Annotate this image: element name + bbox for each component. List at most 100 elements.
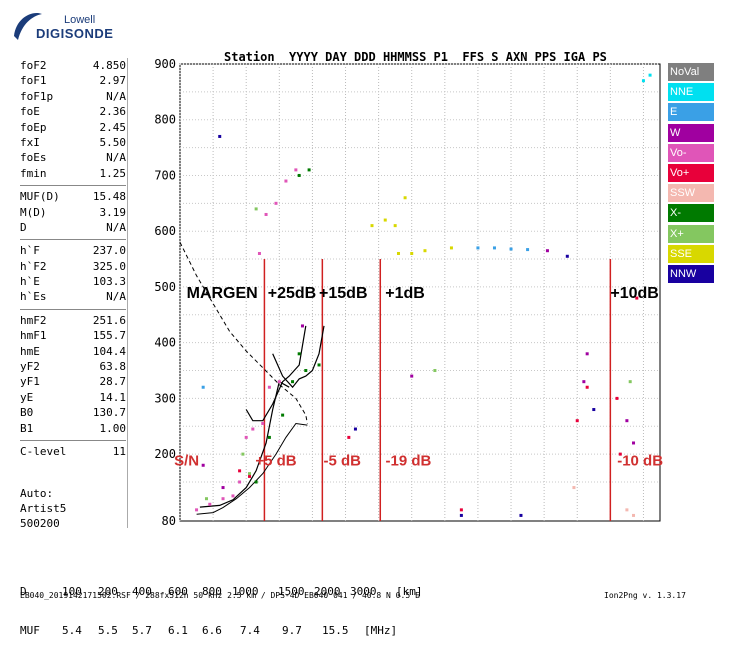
- y-tick-label: 80: [162, 514, 176, 528]
- x-tick-label: 5: [309, 526, 316, 528]
- trace-curve: [245, 325, 307, 422]
- legend-item-vo: Vo+: [668, 163, 714, 182]
- param-row: foEs N/A: [20, 150, 126, 165]
- param-name: M(D): [20, 205, 47, 219]
- echo-point-e: [492, 246, 496, 250]
- param-name: yF2: [20, 360, 40, 374]
- param-row: h`Es N/A: [20, 289, 126, 304]
- param-name: foE: [20, 105, 40, 119]
- param-value: 1.00: [99, 421, 127, 435]
- param-value: 14.1: [99, 390, 127, 404]
- param-row: foF1p N/A: [20, 89, 126, 104]
- y-tick-label: 500: [154, 280, 176, 294]
- echo-point-x: [248, 472, 252, 476]
- legend-item-w: W: [668, 123, 714, 142]
- param-name: hmF1: [20, 329, 47, 343]
- x-tick-label: 12: [537, 526, 551, 528]
- echo-point-w: [545, 249, 549, 253]
- param-row: D N/A: [20, 220, 126, 235]
- echo-point-vo: [238, 469, 242, 473]
- echo-point-sse: [383, 218, 387, 222]
- echo-point-nnw: [565, 254, 569, 258]
- echo-point-x: [297, 352, 301, 356]
- echo-point-e: [526, 248, 530, 252]
- echo-point-vo: [618, 452, 622, 456]
- echo-point-vo: [264, 212, 268, 216]
- legend-item-x: X+: [668, 224, 714, 243]
- param-name: foF1: [20, 74, 47, 88]
- param-row: h`E 103.3: [20, 274, 126, 289]
- echo-point-vo: [267, 385, 271, 389]
- echo-point-vo: [251, 427, 255, 431]
- param-value: N/A: [106, 220, 126, 234]
- header-row1: Station YYYY DAY DDD HHMMSS P1 FFS S AXN…: [224, 50, 607, 64]
- autoscaling-info: Auto: Artist5 500200: [20, 486, 66, 531]
- echo-point-vo: [244, 435, 248, 439]
- echo-point-nnw: [353, 427, 357, 431]
- annotation-label: -19 dB: [385, 452, 431, 469]
- echo-point-x: [204, 497, 208, 501]
- echo-point-vo: [585, 385, 589, 389]
- plot-frame: [179, 63, 661, 522]
- param-value: 4.850: [92, 59, 126, 72]
- param-row: hmE 104.4: [20, 344, 126, 359]
- param-name: MUF(D): [20, 190, 60, 204]
- param-name: hmE: [20, 344, 40, 358]
- param-separator: [20, 239, 126, 241]
- echo-point-nne: [648, 73, 652, 77]
- legend-item-ssw: SSW: [668, 184, 714, 203]
- legend-item-vo: Vo-: [668, 143, 714, 162]
- echo-point-w: [632, 441, 636, 445]
- muf-distance-table: D 100 200 400 600 800 1000 1500 2000 3000 [km] MUF…: [20, 559, 423, 650]
- table-cell: 5.5: [98, 624, 118, 637]
- param-name: yE: [20, 390, 34, 404]
- param-name: C-level: [20, 444, 67, 458]
- param-name: foEs: [20, 151, 47, 165]
- echo-point-ssw: [625, 508, 629, 512]
- legend-item-nnw: NNW: [668, 264, 714, 283]
- echo-point-nnw: [218, 134, 222, 138]
- echo-point-vo: [238, 480, 242, 484]
- param-value: 104.4: [92, 344, 126, 358]
- echo-point-x: [254, 480, 258, 484]
- table-cell: 600: [168, 585, 188, 598]
- param-row: B0 130.7: [20, 405, 126, 420]
- echo-point-ssw: [572, 486, 576, 490]
- echo-point-sse: [393, 224, 397, 228]
- table-cell: 200: [98, 585, 118, 598]
- y-tick-label: 600: [154, 224, 176, 238]
- annotation-label: -5 dB: [323, 452, 361, 469]
- table-cell: 15.5: [322, 624, 349, 637]
- param-name: fmin: [20, 166, 47, 180]
- x-tick-label: 13: [570, 526, 584, 528]
- x-tick-label: 11: [504, 526, 518, 528]
- x-tick-label: 1: [176, 526, 183, 528]
- echo-point-w: [585, 352, 589, 356]
- param-name: fxI: [20, 135, 40, 149]
- table-cell: 6.1: [168, 624, 188, 637]
- panel-divider: [127, 58, 128, 528]
- table-cell: 3000: [350, 585, 377, 598]
- param-value: 325.0: [92, 259, 126, 273]
- param-name: foF1p: [20, 89, 54, 103]
- param-value: 3.19: [99, 205, 127, 219]
- param-value: 103.3: [92, 275, 126, 289]
- echo-point-nne: [641, 79, 645, 83]
- param-row: h`F2 325.0: [20, 259, 126, 274]
- param-row: B1 1.00: [20, 421, 126, 436]
- echo-point-vo: [208, 502, 212, 506]
- legend-item-e: E: [668, 103, 714, 122]
- param-value: 130.7: [92, 406, 126, 420]
- table-cell: 100: [62, 585, 82, 598]
- param-row: yE 14.1: [20, 390, 126, 405]
- param-row: C-level 11: [20, 444, 126, 459]
- x-tick-label: 9: [441, 526, 448, 528]
- legend-item-sse: SSE: [668, 244, 714, 263]
- echo-point-vo: [221, 497, 225, 501]
- legend-item-x: X-: [668, 204, 714, 223]
- table-cell: D: [20, 585, 27, 598]
- param-name: yF1: [20, 375, 40, 389]
- echo-point-vo: [195, 508, 199, 512]
- x-tick-label: 6: [342, 526, 349, 528]
- x-tick-label: 10: [471, 526, 485, 528]
